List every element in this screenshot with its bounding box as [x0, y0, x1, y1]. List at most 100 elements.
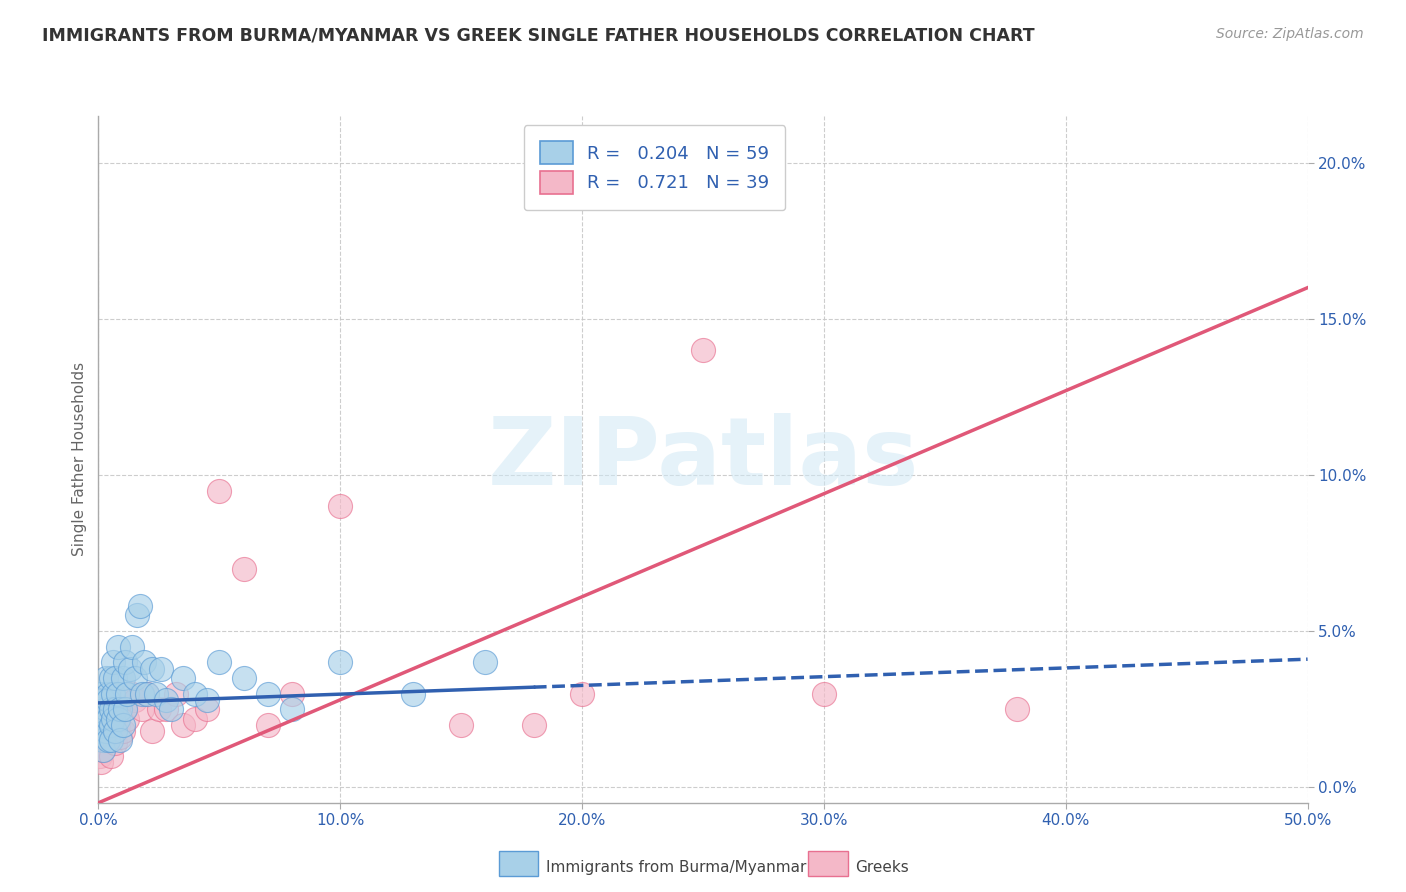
- Point: [90, 724, 112, 739]
- Point: [91, 733, 114, 747]
- Point: [281, 687, 304, 701]
- Text: ZIPatlas: ZIPatlas: [488, 413, 918, 506]
- Point: [813, 687, 835, 701]
- Point: [117, 687, 139, 701]
- Point: [104, 702, 127, 716]
- Point: [256, 717, 278, 731]
- Point: [107, 640, 129, 654]
- Point: [117, 712, 139, 726]
- Point: [94, 671, 117, 685]
- Point: [135, 687, 157, 701]
- Point: [124, 671, 146, 685]
- Point: [127, 608, 149, 623]
- Point: [94, 724, 117, 739]
- Point: [165, 687, 187, 701]
- Point: [256, 687, 278, 701]
- Point: [94, 717, 117, 731]
- Point: [523, 717, 546, 731]
- Point: [101, 655, 124, 669]
- Point: [184, 687, 207, 701]
- Point: [131, 687, 153, 701]
- Point: [111, 724, 134, 739]
- Point: [450, 717, 472, 731]
- Point: [101, 687, 124, 701]
- Point: [107, 717, 129, 731]
- Point: [329, 655, 352, 669]
- Point: [208, 483, 231, 498]
- Point: [108, 733, 131, 747]
- Point: [195, 702, 218, 716]
- Point: [172, 717, 194, 731]
- Point: [94, 733, 117, 747]
- Point: [100, 671, 122, 685]
- Point: [97, 692, 120, 706]
- Point: [150, 662, 173, 676]
- Point: [692, 343, 714, 357]
- Point: [329, 500, 352, 514]
- Point: [97, 712, 120, 726]
- Point: [111, 717, 134, 731]
- Point: [100, 749, 122, 764]
- Point: [155, 702, 177, 716]
- Point: [97, 687, 120, 701]
- Point: [97, 733, 120, 747]
- Point: [114, 702, 136, 716]
- Point: [107, 712, 129, 726]
- Point: [114, 702, 136, 716]
- Point: [1007, 702, 1029, 716]
- Text: Greeks: Greeks: [855, 860, 908, 874]
- Point: [100, 717, 122, 731]
- Point: [124, 692, 146, 706]
- Legend: R =   0.204   N = 59, R =   0.721   N = 39: R = 0.204 N = 59, R = 0.721 N = 39: [524, 125, 786, 211]
- Point: [148, 702, 170, 716]
- Point: [121, 687, 143, 701]
- Point: [141, 662, 163, 676]
- Text: Source: ZipAtlas.com: Source: ZipAtlas.com: [1216, 27, 1364, 41]
- Y-axis label: Single Father Households: Single Father Households: [72, 362, 87, 557]
- Text: Immigrants from Burma/Myanmar: Immigrants from Burma/Myanmar: [546, 860, 806, 874]
- Point: [208, 655, 231, 669]
- Point: [172, 671, 194, 685]
- Point: [131, 702, 153, 716]
- Point: [107, 687, 129, 701]
- Point: [474, 655, 496, 669]
- Point: [91, 717, 114, 731]
- Point: [232, 671, 254, 685]
- Point: [90, 755, 112, 769]
- Point: [195, 692, 218, 706]
- Point: [155, 692, 177, 706]
- Point: [90, 687, 112, 701]
- Point: [91, 712, 114, 726]
- Point: [101, 724, 124, 739]
- Point: [108, 730, 131, 744]
- Point: [128, 599, 150, 614]
- Point: [402, 687, 425, 701]
- Point: [145, 687, 167, 701]
- Point: [91, 742, 114, 756]
- Point: [121, 640, 143, 654]
- Point: [141, 724, 163, 739]
- Point: [90, 733, 112, 747]
- Point: [91, 742, 114, 756]
- Text: IMMIGRANTS FROM BURMA/MYANMAR VS GREEK SINGLE FATHER HOUSEHOLDS CORRELATION CHAR: IMMIGRANTS FROM BURMA/MYANMAR VS GREEK S…: [42, 27, 1035, 45]
- Point: [232, 562, 254, 576]
- Point: [104, 724, 127, 739]
- Point: [101, 712, 124, 726]
- Point: [184, 712, 207, 726]
- Point: [94, 702, 117, 716]
- Point: [108, 702, 131, 716]
- Point: [281, 702, 304, 716]
- Point: [135, 687, 157, 701]
- Point: [134, 655, 156, 669]
- Point: [94, 724, 117, 739]
- Point: [111, 671, 134, 685]
- Point: [89, 749, 111, 764]
- Point: [100, 702, 122, 716]
- Point: [100, 733, 122, 747]
- Point: [104, 671, 127, 685]
- Point: [90, 702, 112, 716]
- Point: [89, 717, 111, 731]
- Point: [118, 662, 141, 676]
- Point: [160, 702, 183, 716]
- Point: [100, 717, 122, 731]
